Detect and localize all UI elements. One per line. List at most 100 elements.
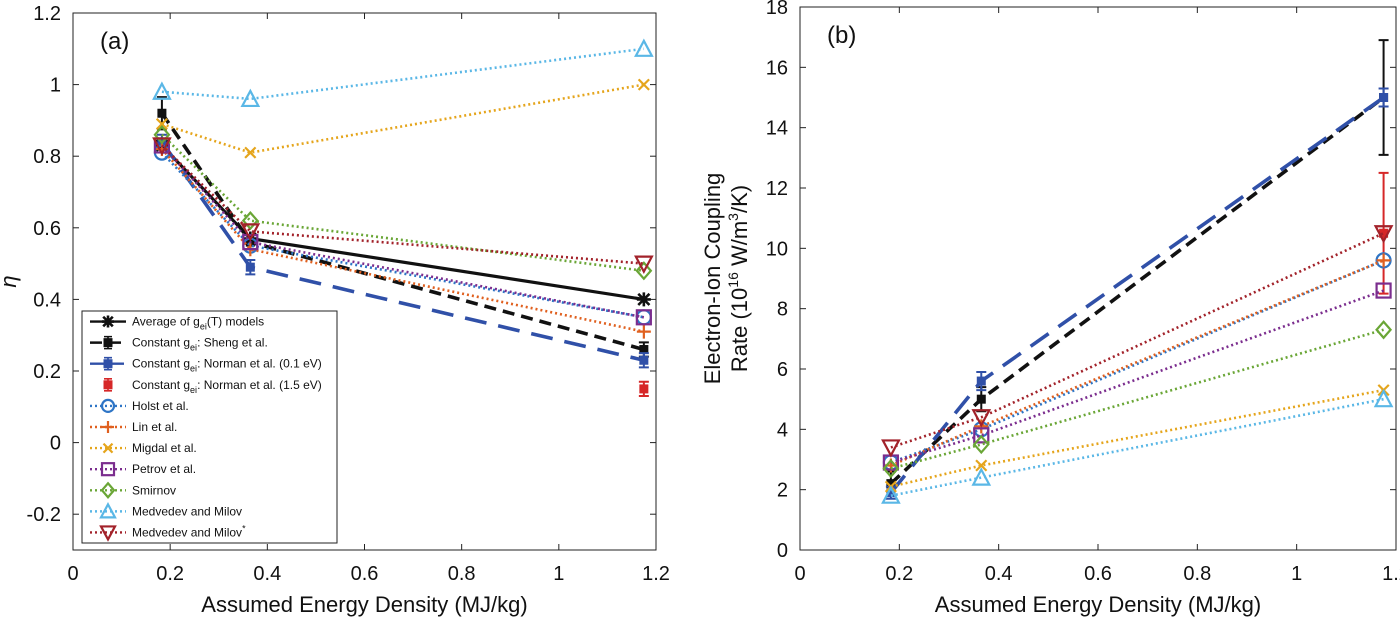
x-tick-label: 1.2 <box>642 563 670 585</box>
y-axis-label: η <box>0 275 21 287</box>
legend-label-part: Medvedev and Milov <box>132 525 242 539</box>
data-point <box>634 38 654 57</box>
series-petrov-et-al- <box>153 137 652 326</box>
legend-marker <box>100 462 116 477</box>
series-line <box>161 83 645 154</box>
data-point <box>153 125 171 145</box>
data-point <box>637 78 650 91</box>
y-tick-label: 0.2 <box>33 361 61 383</box>
y-tick-label: 12 <box>766 178 788 200</box>
legend-label: Petrov et al. <box>132 462 196 476</box>
legend-label: Holst et al. <box>132 399 189 413</box>
y-axis-label-part: 3 <box>725 213 741 221</box>
series-line <box>889 96 1385 485</box>
x-tick-label: 1 <box>1291 563 1302 585</box>
data-point <box>1376 253 1391 268</box>
series-medvedev-and-milov- <box>881 225 1394 458</box>
legend-item: Medvedev and Milov <box>90 502 242 519</box>
data-point <box>639 384 649 394</box>
data-point <box>244 146 257 159</box>
x-tick-label: 1 <box>553 563 564 585</box>
data-point <box>1373 225 1394 244</box>
legend-item: Medvedev and Milov* <box>90 523 246 542</box>
data-point <box>975 459 988 472</box>
y-axis-label-part: 16 <box>725 272 741 288</box>
x-tick-label: 0.2 <box>885 563 913 585</box>
legend-marker <box>102 421 114 433</box>
legend-label-part: Constant g <box>132 378 190 392</box>
legend-label: Medvedev and Milov <box>132 504 242 518</box>
data-point <box>241 210 259 231</box>
legend-label: Constant gei: Norman et al. (0.1 eV) <box>132 357 322 374</box>
series-constant-g-ei-norman-et-al-0-1-ev- <box>885 87 1389 500</box>
legend-label-part: ei <box>200 322 207 332</box>
legend-label: Average of gei(T) models <box>132 315 264 332</box>
legend-label-part: ei <box>190 364 197 374</box>
legend-label-part: : Sheng et al. <box>197 336 268 350</box>
data-point <box>634 255 654 274</box>
series-line <box>161 144 644 265</box>
series-line <box>890 289 1385 464</box>
legend-item: Constant gei: Norman et al. (0.1 eV) <box>90 357 322 374</box>
x-tick-label: 1.2 <box>1382 563 1400 585</box>
y-tick-label: 2 <box>777 480 788 502</box>
legend-marker <box>103 359 113 369</box>
series-constant-g-ei-sheng-et-al- <box>885 39 1389 497</box>
y-tick-label: -0.2 <box>27 504 61 526</box>
data-point <box>976 376 986 386</box>
data-point <box>1373 388 1394 408</box>
data-point <box>971 467 992 486</box>
series-medvedev-and-milov <box>881 388 1394 504</box>
legend-marker <box>100 481 116 499</box>
legend-item: Constant gei: Sheng et al. <box>90 336 268 353</box>
series-smirnov <box>153 125 653 281</box>
legend-item: Petrov et al. <box>90 462 196 477</box>
y-tick-label: 0 <box>50 433 61 455</box>
data-point <box>240 88 261 108</box>
legend-label: Smirnov <box>132 483 176 497</box>
data-point <box>636 292 651 307</box>
series-line <box>890 388 1384 488</box>
series-petrov-et-al- <box>882 282 1392 471</box>
legend-marker <box>100 398 116 414</box>
legend-marker <box>102 315 114 328</box>
y-axis-label-part: /K) <box>727 185 752 213</box>
legend-marker <box>99 525 117 542</box>
legend-item: Lin et al. <box>90 420 177 434</box>
series-medvedev-and-milov- <box>152 137 654 274</box>
data-point <box>973 427 990 444</box>
series-line <box>160 148 645 333</box>
legend-label: Migdal et al. <box>132 441 197 455</box>
legend-label: Constant gei: Sheng et al. <box>132 336 268 353</box>
data-point <box>242 234 259 251</box>
y-axis-label-line2: Rate (1016 W/m3/K) <box>725 185 752 372</box>
y-tick-label: 14 <box>766 118 788 140</box>
legend-item: Holst et al. <box>90 398 189 414</box>
y-axis-label-part: W/m <box>727 221 752 272</box>
data-point <box>639 355 649 365</box>
data-point <box>245 262 255 272</box>
panel-label: (a) <box>100 28 129 55</box>
legend-label: Constant gei: Norman et al. (1.5 eV) <box>132 378 322 395</box>
series-constant-g-ei-norman-et-al-1-5-ev- <box>638 380 649 398</box>
legend-label: Medvedev and Milov* <box>132 523 246 539</box>
y-tick-label: 18 <box>766 0 788 19</box>
legend-marker <box>103 338 113 348</box>
data-point <box>636 324 651 339</box>
legend-marker <box>103 380 113 390</box>
series-line <box>890 397 1384 497</box>
x-tick-label: 0 <box>794 563 805 585</box>
series-line <box>890 259 1385 467</box>
series-migdal-et-al- <box>155 78 650 159</box>
y-tick-label: 0.4 <box>33 289 61 311</box>
legend-marker <box>99 502 117 519</box>
data-point <box>1375 282 1392 299</box>
legend-label-part: * <box>242 523 246 533</box>
data-point <box>972 434 990 455</box>
series-line <box>890 232 1385 449</box>
legend-label: Lin et al. <box>132 420 177 434</box>
legend-marker <box>102 442 114 454</box>
panel-label: (b) <box>827 22 856 49</box>
y-tick-label: 0.6 <box>33 218 61 240</box>
